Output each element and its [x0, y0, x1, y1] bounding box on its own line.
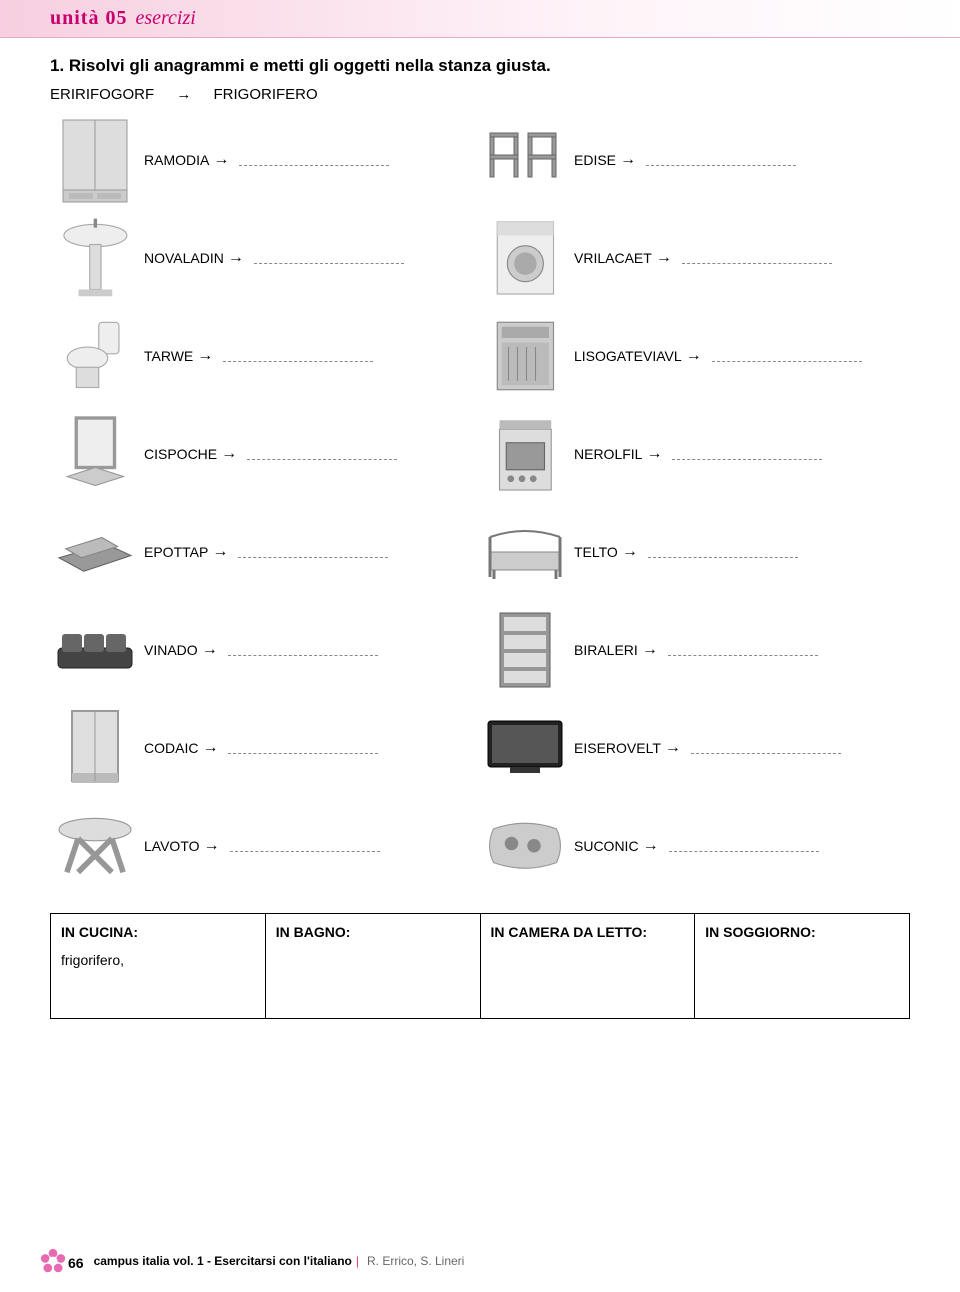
- rooms-table: IN CUCINA: frigorifero, IN BAGNO: IN CAM…: [50, 913, 910, 1019]
- answer-blank[interactable]: [238, 546, 388, 558]
- example-scrambled: ERIRIFOGORF: [50, 86, 154, 103]
- answer-blank[interactable]: [669, 840, 819, 852]
- mirror-icon: [50, 409, 140, 499]
- arrow-icon: →: [213, 151, 229, 169]
- wardrobe-icon: [50, 115, 140, 205]
- arrow-icon: →: [202, 641, 218, 659]
- anagram-label: CODAIC: [144, 740, 198, 756]
- table-col-soggiorno[interactable]: IN SOGGIORNO:: [695, 914, 909, 1018]
- table-col-cucina[interactable]: IN CUCINA: frigorifero,: [51, 914, 266, 1018]
- anagram-label: LAVOTO: [144, 838, 200, 854]
- anagram-label: SUCONIC: [574, 838, 639, 854]
- row: TARWE → LISOGATEVIAVL →: [50, 307, 910, 405]
- answer-blank[interactable]: [230, 840, 380, 852]
- row: RAMODIA → EDISE →: [50, 111, 910, 209]
- arrow-icon: →: [642, 641, 658, 659]
- stove-icon: [480, 409, 570, 499]
- answer-blank[interactable]: [712, 350, 862, 362]
- chairs-icon: [480, 115, 570, 205]
- sofa-icon: [50, 605, 140, 695]
- example-solution: FRIGORIFERO: [214, 86, 318, 103]
- anagram-label: NOVALADIN: [144, 250, 224, 266]
- footer-authors: R. Errico, S. Lineri: [367, 1254, 464, 1268]
- example-line: ERIRIFOGORF → FRIGORIFERO: [50, 86, 910, 103]
- arrow-icon: →: [646, 445, 662, 463]
- row: NOVALADIN → VRILACAET →: [50, 209, 910, 307]
- unit-label: unità 05: [50, 7, 127, 30]
- answer-blank[interactable]: [672, 448, 822, 460]
- anagram-label: RAMODIA: [144, 152, 209, 168]
- separator-icon: |: [356, 1254, 359, 1268]
- answer-blank[interactable]: [228, 742, 378, 754]
- footer-title: campus italia vol. 1 - Esercitarsi con l…: [94, 1254, 352, 1268]
- anagram-label: EISEROVELT: [574, 740, 661, 756]
- arrow-icon: →: [620, 151, 636, 169]
- anagram-label: CISPOCHE: [144, 446, 217, 462]
- anagram-label: EDISE: [574, 152, 616, 168]
- row: CISPOCHE → NEROLFIL →: [50, 405, 910, 503]
- arrow-icon: →: [686, 347, 702, 365]
- page-footer: 66 campus italia vol. 1 - Esercitarsi co…: [40, 1248, 464, 1274]
- tv-icon: [480, 703, 570, 793]
- anagram-label: TELTO: [574, 544, 618, 560]
- arrow-icon: →: [204, 837, 220, 855]
- col-header: IN CAMERA DA LETTO:: [491, 924, 685, 940]
- page-number: 66: [68, 1255, 84, 1271]
- answer-blank[interactable]: [682, 252, 832, 264]
- anagram-label: TARWE: [144, 348, 193, 364]
- answer-blank[interactable]: [247, 448, 397, 460]
- cushion-icon: [480, 801, 570, 891]
- arrow-icon: →: [643, 837, 659, 855]
- anagram-label: BIRALERI: [574, 642, 638, 658]
- row: LAVOTO → SUCONIC →: [50, 797, 910, 895]
- answer-blank[interactable]: [646, 154, 796, 166]
- exercises-label: esercizi: [135, 7, 195, 30]
- arrow-icon: →: [212, 543, 228, 561]
- arrow-icon: →: [622, 543, 638, 561]
- bookshelf-icon: [480, 605, 570, 695]
- table-entry: frigorifero,: [61, 952, 255, 968]
- bed-icon: [480, 507, 570, 597]
- dishwasher-icon: [480, 311, 570, 401]
- anagram-label: LISOGATEVIAVL: [574, 348, 682, 364]
- table-icon: [50, 801, 140, 891]
- anagram-label: VINADO: [144, 642, 198, 658]
- row: CODAIC → EISEROVELT →: [50, 699, 910, 797]
- answer-blank[interactable]: [228, 644, 378, 656]
- answer-blank[interactable]: [254, 252, 404, 264]
- answer-blank[interactable]: [648, 546, 798, 558]
- answer-blank[interactable]: [668, 644, 818, 656]
- row: EPOTTAP → TELTO →: [50, 503, 910, 601]
- col-header: IN BAGNO:: [276, 924, 470, 940]
- anagram-label: EPOTTAP: [144, 544, 208, 560]
- col-header: IN SOGGIORNO:: [705, 924, 899, 940]
- col-header: IN CUCINA:: [61, 924, 255, 940]
- answer-blank[interactable]: [691, 742, 841, 754]
- rug-icon: [50, 507, 140, 597]
- flower-icon: [40, 1248, 66, 1274]
- arrow-icon: →: [221, 445, 237, 463]
- page-content: 1. Risolvi gli anagrammi e metti gli ogg…: [0, 38, 960, 1019]
- answer-blank[interactable]: [239, 154, 389, 166]
- arrow-icon: →: [656, 249, 672, 267]
- anagram-label: VRILACAET: [574, 250, 652, 266]
- table-col-camera[interactable]: IN CAMERA DA LETTO:: [481, 914, 696, 1018]
- arrow-icon: →: [202, 739, 218, 757]
- toilet-icon: [50, 311, 140, 401]
- arrow-icon: →: [665, 739, 681, 757]
- sink-icon: [50, 213, 140, 303]
- row: VINADO → BIRALERI →: [50, 601, 910, 699]
- arrow-icon: →: [228, 249, 244, 267]
- instruction-text: 1. Risolvi gli anagrammi e metti gli ogg…: [50, 56, 910, 76]
- table-col-bagno[interactable]: IN BAGNO:: [266, 914, 481, 1018]
- anagram-label: NEROLFIL: [574, 446, 642, 462]
- unit-header: unità 05 esercizi: [0, 0, 960, 38]
- shower-icon: [50, 703, 140, 793]
- anagram-rows: RAMODIA → EDISE → NOVALADIN →: [50, 111, 910, 895]
- arrow-icon: →: [197, 347, 213, 365]
- washing-machine-icon: [480, 213, 570, 303]
- answer-blank[interactable]: [223, 350, 373, 362]
- arrow-icon: →: [176, 86, 191, 103]
